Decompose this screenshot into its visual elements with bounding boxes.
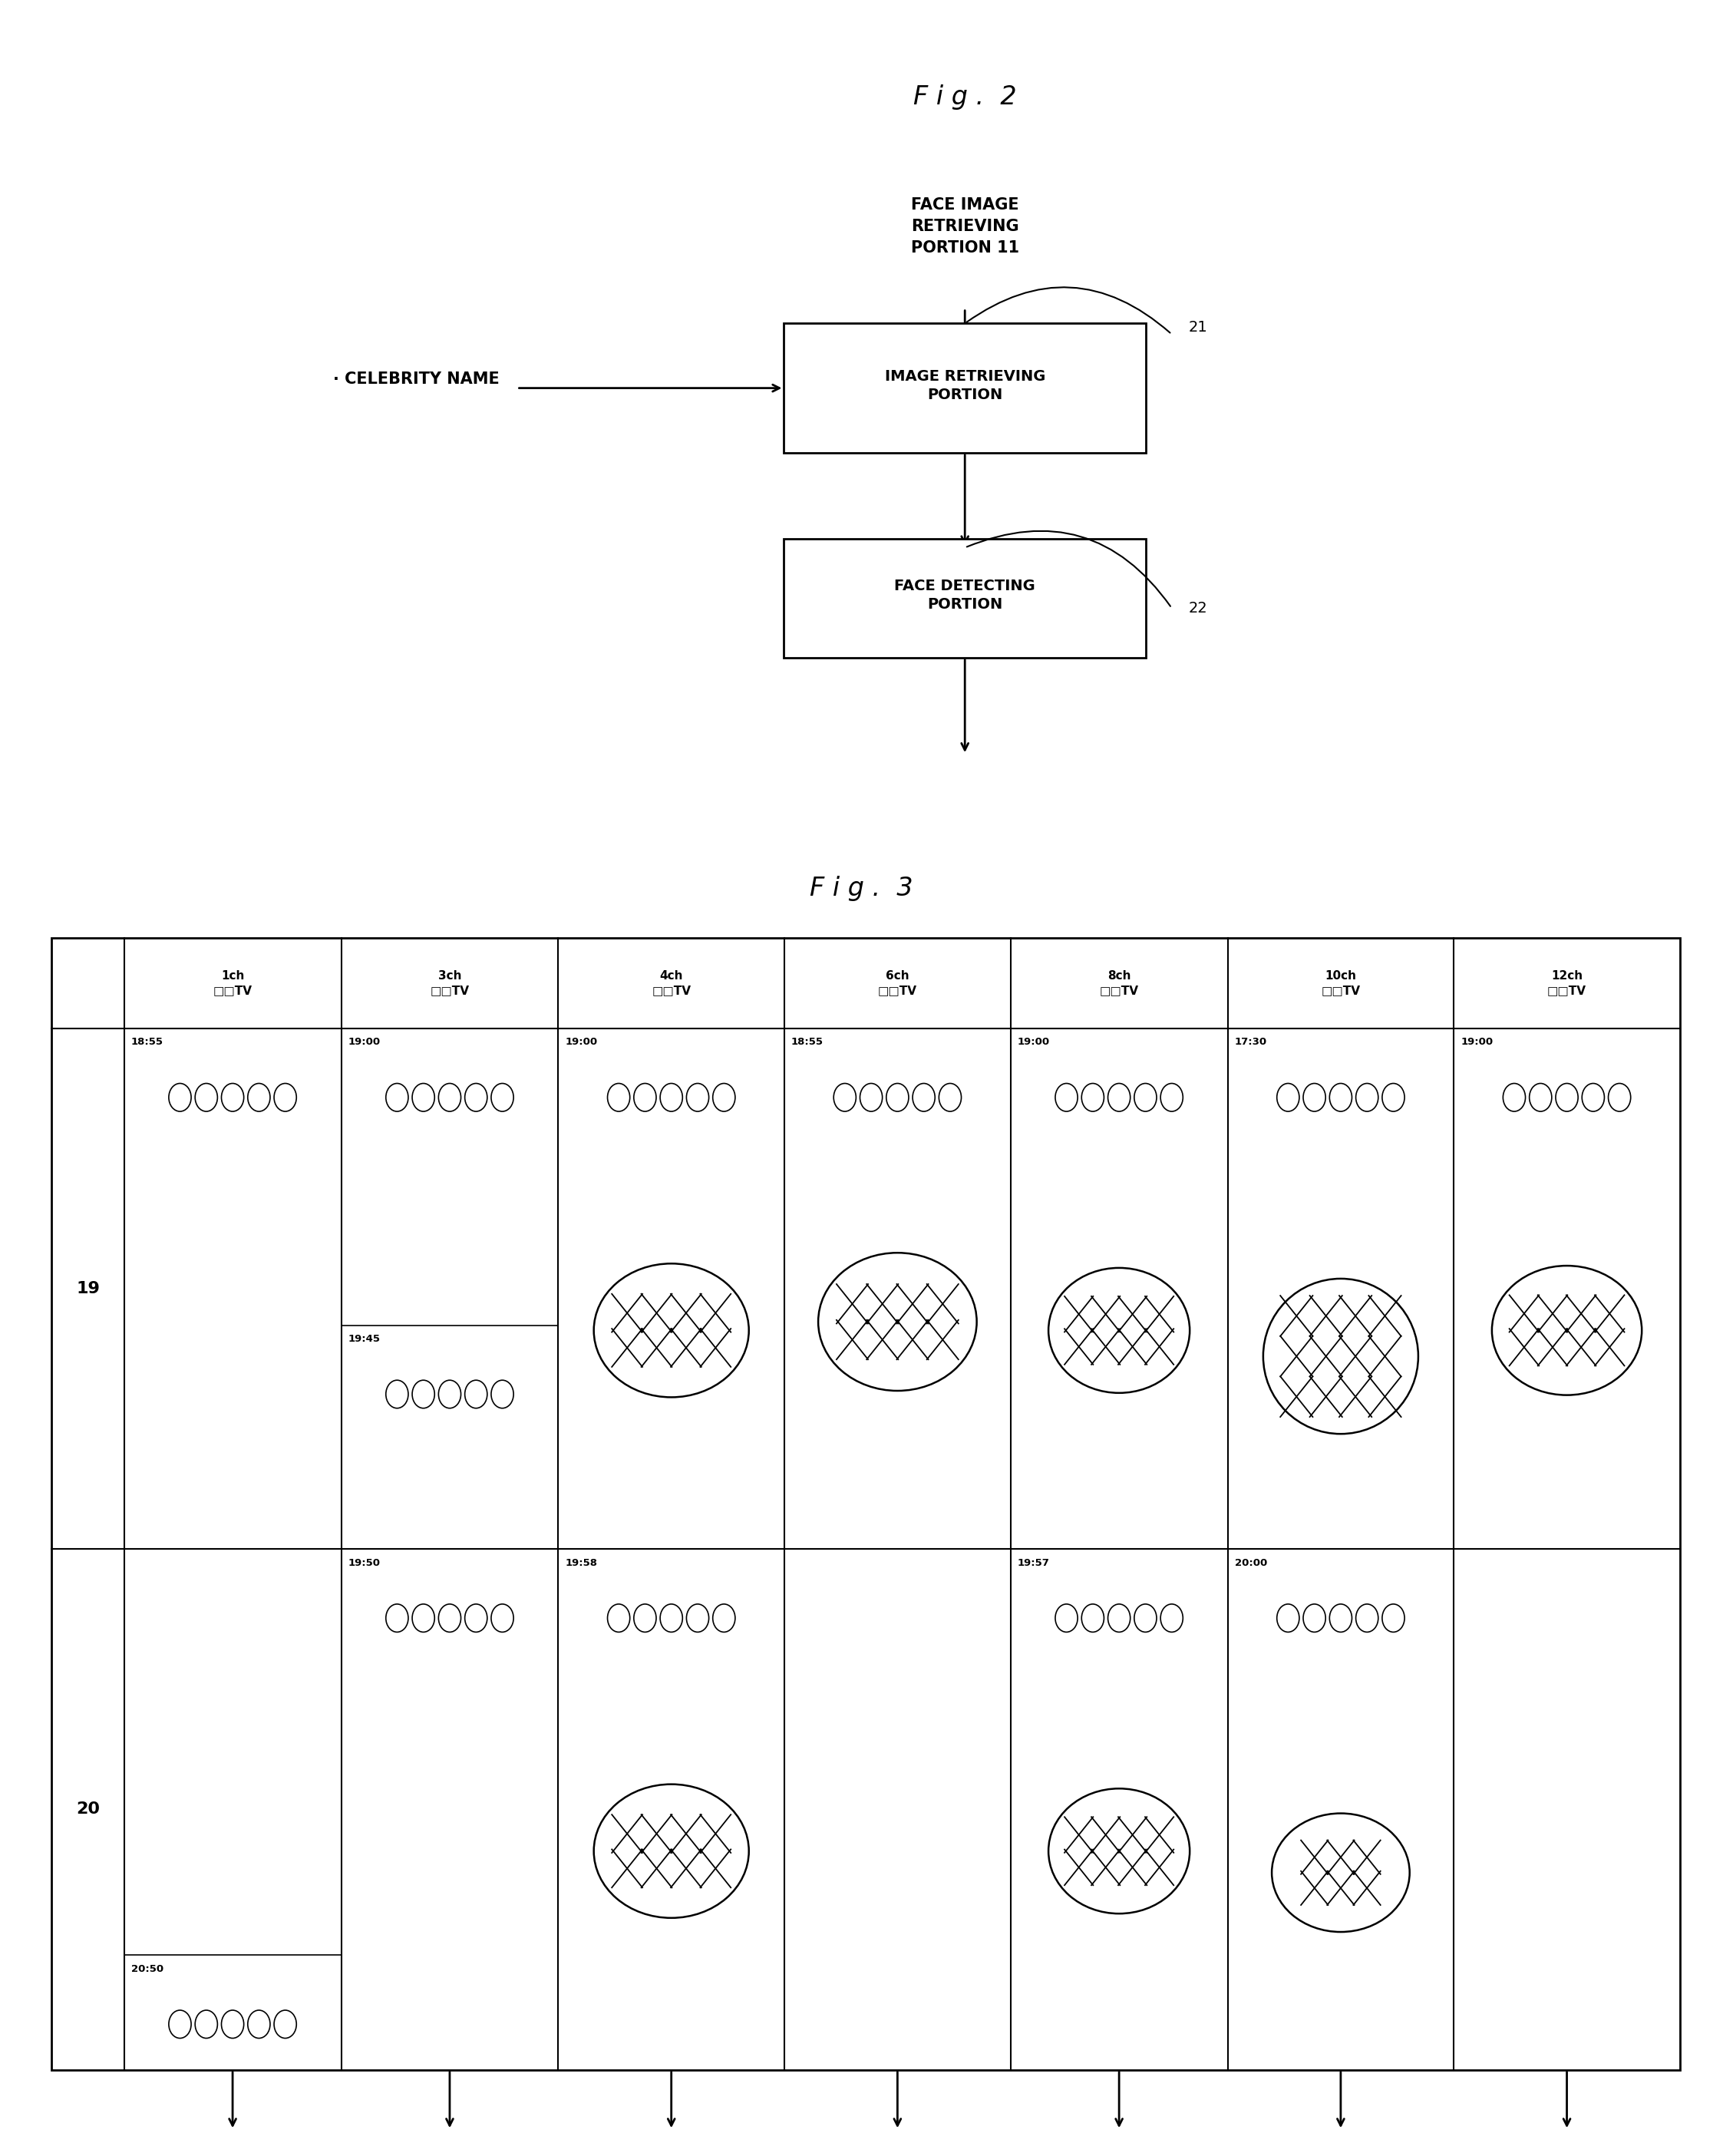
Text: 8ch
□□TV: 8ch □□TV <box>1099 970 1139 996</box>
Bar <box>784 323 1146 453</box>
Text: 10ch
□□TV: 10ch □□TV <box>1322 970 1359 996</box>
Text: 20:50: 20:50 <box>131 1964 164 1973</box>
Text: 19:00: 19:00 <box>1461 1037 1494 1048</box>
Text: 22: 22 <box>1189 602 1208 614</box>
Text: 19:45: 19:45 <box>348 1335 381 1343</box>
Text: 4ch
□□TV: 4ch □□TV <box>651 970 691 996</box>
Text: 19:00: 19:00 <box>348 1037 381 1048</box>
Text: 19:50: 19:50 <box>348 1557 381 1567</box>
Text: FACE IMAGE
RETRIEVING
PORTION 11: FACE IMAGE RETRIEVING PORTION 11 <box>911 196 1018 257</box>
Text: 21: 21 <box>1189 321 1208 334</box>
Text: F i g .  2: F i g . 2 <box>913 84 1017 110</box>
Text: 18:55: 18:55 <box>791 1037 824 1048</box>
Text: 12ch
□□TV: 12ch □□TV <box>1547 970 1587 996</box>
Text: 6ch
□□TV: 6ch □□TV <box>879 970 917 996</box>
Text: 19:00: 19:00 <box>1017 1037 1049 1048</box>
Text: 3ch
□□TV: 3ch □□TV <box>431 970 469 996</box>
Text: 19:57: 19:57 <box>1017 1557 1049 1567</box>
Text: IMAGE RETRIEVING
PORTION: IMAGE RETRIEVING PORTION <box>884 369 1046 403</box>
Text: · CELEBRITY NAME: · CELEBRITY NAME <box>333 371 500 388</box>
Text: F i g .  3: F i g . 3 <box>810 875 913 901</box>
Text: 19:58: 19:58 <box>565 1557 598 1567</box>
Text: 17:30: 17:30 <box>1234 1037 1266 1048</box>
Text: 19:00: 19:00 <box>565 1037 598 1048</box>
Text: 20: 20 <box>76 1802 100 1818</box>
Text: 20:00: 20:00 <box>1234 1557 1266 1567</box>
Bar <box>52 938 1680 2070</box>
Text: FACE DETECTING
PORTION: FACE DETECTING PORTION <box>894 578 1036 612</box>
Text: 18:55: 18:55 <box>131 1037 164 1048</box>
Bar <box>784 539 1146 658</box>
Text: 1ch
□□TV: 1ch □□TV <box>214 970 252 996</box>
Text: 19: 19 <box>76 1281 100 1296</box>
